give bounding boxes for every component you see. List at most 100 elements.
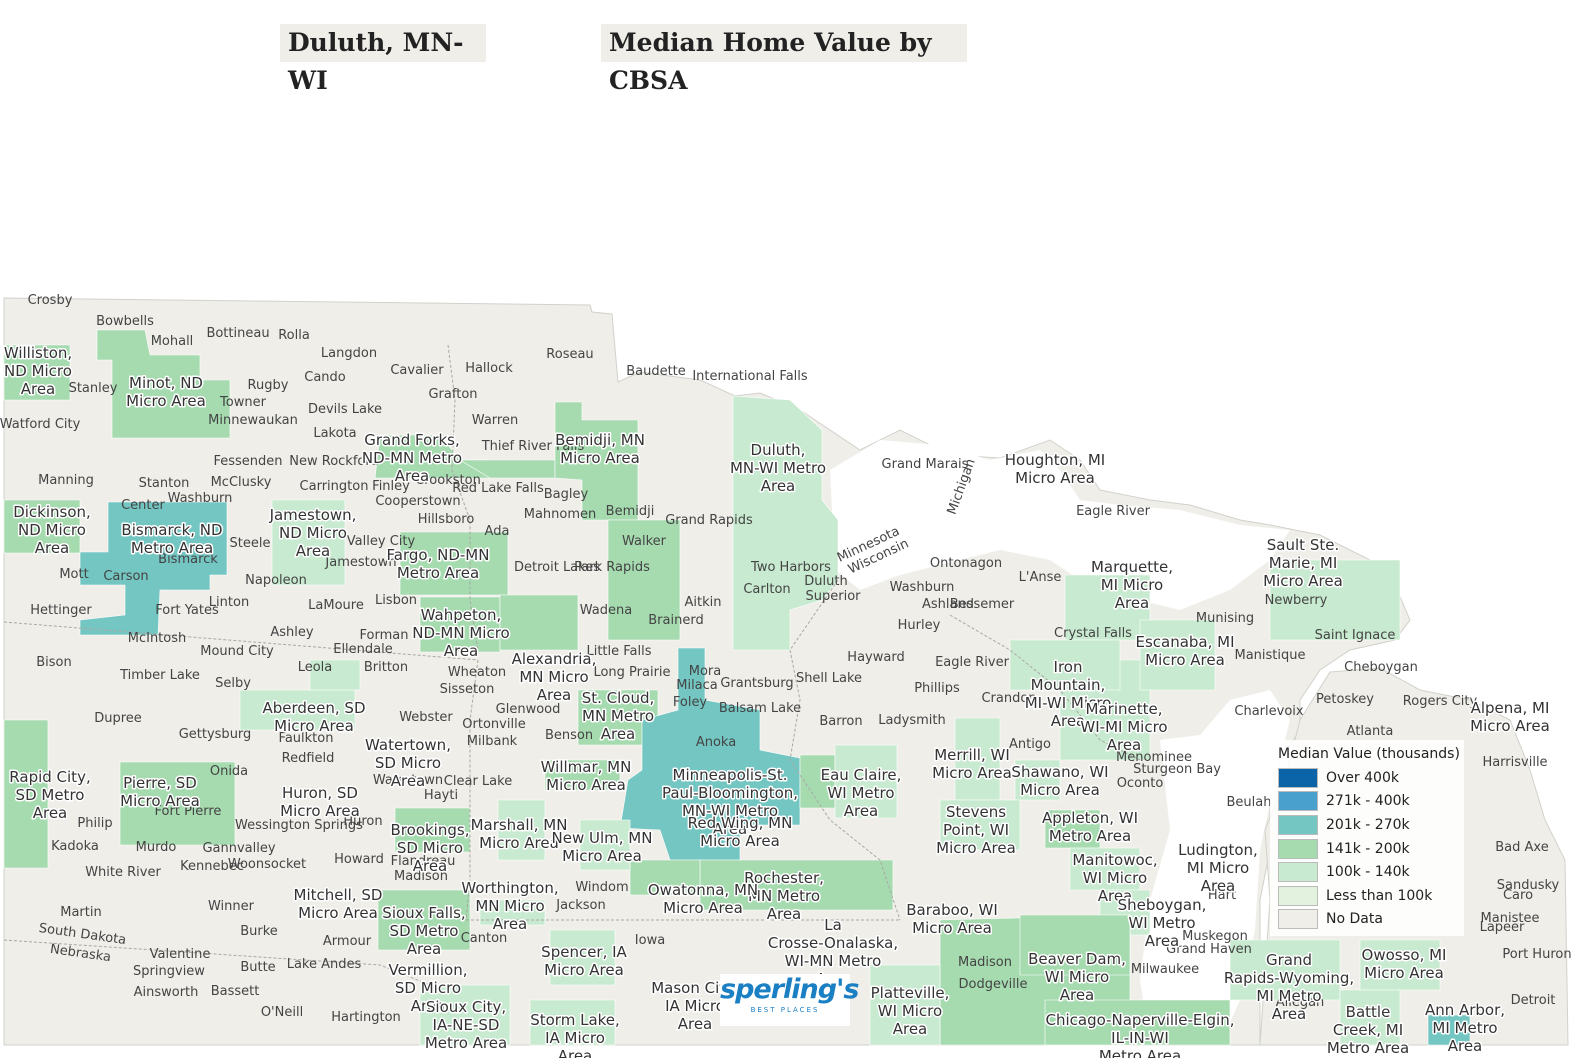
cbsa-label[interactable]: Owatonna, MN Micro Area <box>646 880 759 919</box>
region-brainerd[interactable] <box>607 519 681 641</box>
region-eau-claire-east[interactable] <box>834 744 898 819</box>
cbsa-label[interactable]: Grand Forks, ND-MN Metro Area <box>360 430 463 487</box>
cbsa-label[interactable]: Chicago-Naperville-Elgin, IL-IN-WI Metro A… <box>1044 1010 1236 1058</box>
cbsa-label[interactable]: Minneapolis-St. Paul-Bloomington, MN-WI Me… <box>660 765 799 840</box>
region-battle-creek[interactable] <box>1339 989 1401 1046</box>
place-label: Langdon <box>321 346 377 361</box>
cbsa-label[interactable]: Aberdeen, SD Micro Area <box>261 698 367 737</box>
cbsa-label[interactable]: Mitchell, SD Micro Area <box>292 885 384 924</box>
cbsa-label[interactable]: Sheboygan, WI Metro Area <box>1116 895 1208 952</box>
place-label: Redfield <box>282 751 335 766</box>
region-sault[interactable] <box>1269 559 1401 641</box>
sperlings-logo: sperling's BEST PLACES <box>720 974 859 1026</box>
cbsa-label[interactable]: Ann Arbor, MI Metro Area <box>1423 1000 1506 1057</box>
region-stevens-point[interactable] <box>939 799 1021 851</box>
region-sioux-city[interactable] <box>419 984 511 1046</box>
cbsa-label[interactable]: Marinette, WI-MI Micro Area <box>1079 699 1169 756</box>
region-willmar[interactable] <box>544 759 621 791</box>
region-sioux-falls[interactable] <box>377 889 471 951</box>
cbsa-label[interactable]: Worthington, MN Micro Area <box>460 878 560 935</box>
region-jamestown[interactable] <box>271 499 346 586</box>
place-label: Benson <box>545 728 593 743</box>
cbsa-label[interactable]: Red Wing, MN Micro Area <box>686 813 794 852</box>
cbsa-label[interactable]: Escanaba, MI Micro Area <box>1134 632 1236 671</box>
cbsa-label[interactable]: Owosso, MI Micro Area <box>1360 945 1448 984</box>
legend-label: 100k - 140k <box>1326 864 1410 881</box>
cbsa-label[interactable]: Sault Ste. Marie, MI Micro Area <box>1262 535 1345 592</box>
place-label: Charlevoix <box>1234 704 1303 719</box>
cbsa-label[interactable]: Willmar, MN Micro Area <box>539 757 633 796</box>
cbsa-label[interactable]: Spencer, IA Micro Area <box>540 942 629 981</box>
region-shawano[interactable] <box>1014 759 1061 801</box>
region-marshall[interactable] <box>497 799 546 861</box>
cbsa-label[interactable]: Fargo, ND-MN Metro Area <box>385 545 491 584</box>
cbsa-label[interactable]: Baraboo, WI Micro Area <box>905 900 1000 939</box>
cbsa-label[interactable]: Ludington, MI Micro Area <box>1177 840 1260 897</box>
cbsa-label[interactable]: Battle Creek, MI Metro Area <box>1325 1002 1410 1058</box>
region-iron-mountain[interactable] <box>1009 639 1121 691</box>
cbsa-label[interactable]: Huron, SD Micro Area <box>279 783 362 822</box>
region-new-ulm[interactable] <box>579 819 631 871</box>
cbsa-label[interactable]: St. Cloud, MN Metro Area <box>580 688 656 745</box>
region-spencer[interactable] <box>549 929 616 986</box>
cbsa-label[interactable]: Rochester, MN Metro Area <box>743 868 826 925</box>
region-escanaba[interactable] <box>1139 619 1216 691</box>
cbsa-label[interactable]: Wahpeton, ND-MN Micro Area <box>411 605 512 662</box>
region-owosso[interactable] <box>1359 939 1441 991</box>
region-storm-lake[interactable] <box>529 999 616 1046</box>
place-label: Warren <box>472 413 518 428</box>
cbsa-label[interactable]: Alexandria, MN Micro Area <box>510 649 598 706</box>
region-worthington[interactable] <box>479 899 546 926</box>
cbsa-label[interactable]: New Ulm, MN Micro Area <box>550 828 654 867</box>
cbsa-label[interactable]: Eau Claire, WI Metro Area <box>819 765 903 822</box>
cbsa-label[interactable]: Grand Rapids-Wyoming, MI Metro Area <box>1222 950 1355 1025</box>
cbsa-label[interactable]: Merrill, WI Micro Area <box>931 745 1014 784</box>
cbsa-label[interactable]: Sioux Falls, SD Metro Area <box>381 903 467 960</box>
cbsa-label[interactable]: Williston, ND Micro Area <box>2 343 73 400</box>
region-chicago[interactable] <box>1044 999 1231 1046</box>
cbsa-label[interactable]: Marshall, MN Micro Area <box>469 815 569 854</box>
place-label: Carlton <box>743 582 790 597</box>
cbsa-label[interactable]: Mason City, IA Micro Area <box>650 978 741 1035</box>
cbsa-label[interactable]: Houghton, MI Micro Area <box>1003 450 1106 489</box>
cbsa-label[interactable]: Platteville, WI Micro Area <box>869 983 951 1040</box>
region-wahpeton[interactable] <box>419 596 501 653</box>
region-ann-arbor[interactable] <box>1427 1014 1471 1046</box>
region-owatonna[interactable] <box>629 859 701 896</box>
cbsa-label[interactable]: Dickinson, ND Micro Area <box>12 502 93 559</box>
place-label: Two Harbors <box>750 560 831 575</box>
region-beaver-dam[interactable] <box>1019 914 1131 976</box>
cbsa-label[interactable]: Storm Lake, IA Micro Area <box>529 1010 622 1058</box>
cbsa-label[interactable]: Appleton, WI Metro Area <box>1040 808 1139 847</box>
cbsa-label[interactable]: Sioux City, IA-NE-SD Metro Area <box>423 997 508 1054</box>
cbsa-label[interactable]: Vermillion, SD Micro Area <box>387 960 469 1017</box>
cbsa-label[interactable]: Watertown, SD Micro Area <box>364 735 453 792</box>
cbsa-label[interactable]: Shawano, WI Micro Area <box>1010 762 1110 801</box>
place-label: Hayti <box>424 788 458 803</box>
cbsa-label[interactable]: Alpena, MI Micro Area <box>1469 698 1552 737</box>
cbsa-label[interactable]: Manitowoc, WI Micro Area <box>1071 850 1159 907</box>
cbsa-label[interactable]: Bemidji, MN Micro Area <box>554 430 647 469</box>
region-minot[interactable] <box>96 329 231 439</box>
region-williston[interactable] <box>3 344 71 401</box>
region-bismarck[interactable] <box>79 501 228 636</box>
cbsa-label[interactable]: Pierre, SD Micro Area <box>119 773 202 812</box>
region-pierre[interactable] <box>119 761 236 846</box>
cbsa-label[interactable]: Rapid City, SD Metro Area <box>8 767 92 824</box>
cbsa-label[interactable]: Stevens Point, WI Micro Area <box>935 802 1018 859</box>
cbsa-label[interactable]: Iron Mountain, MI-WI Micro Area <box>1023 657 1113 732</box>
cbsa-label[interactable]: Beaver Dam, WI Micro Area <box>1027 949 1128 1006</box>
cbsa-label[interactable]: Brookings, SD Micro Area <box>389 820 471 877</box>
region-rapid-city[interactable] <box>3 719 49 869</box>
region-platteville[interactable] <box>869 964 941 1046</box>
place-label: Aitkin <box>685 595 722 610</box>
cbsa-label[interactable]: Jamestown, ND Micro Area <box>267 505 358 562</box>
cbsa-label[interactable]: Minot, ND Micro Area <box>125 373 208 412</box>
region-alexandria[interactable] <box>499 594 579 651</box>
cbsa-label[interactable]: Bismarck, ND Metro Area <box>120 520 224 559</box>
cbsa-label[interactable]: Duluth, MN-WI Metro Area <box>728 440 827 497</box>
region-duluth[interactable] <box>732 395 839 651</box>
region-leola[interactable] <box>309 659 361 691</box>
cbsa-label[interactable]: Marquette, MI Micro Area <box>1089 557 1174 614</box>
